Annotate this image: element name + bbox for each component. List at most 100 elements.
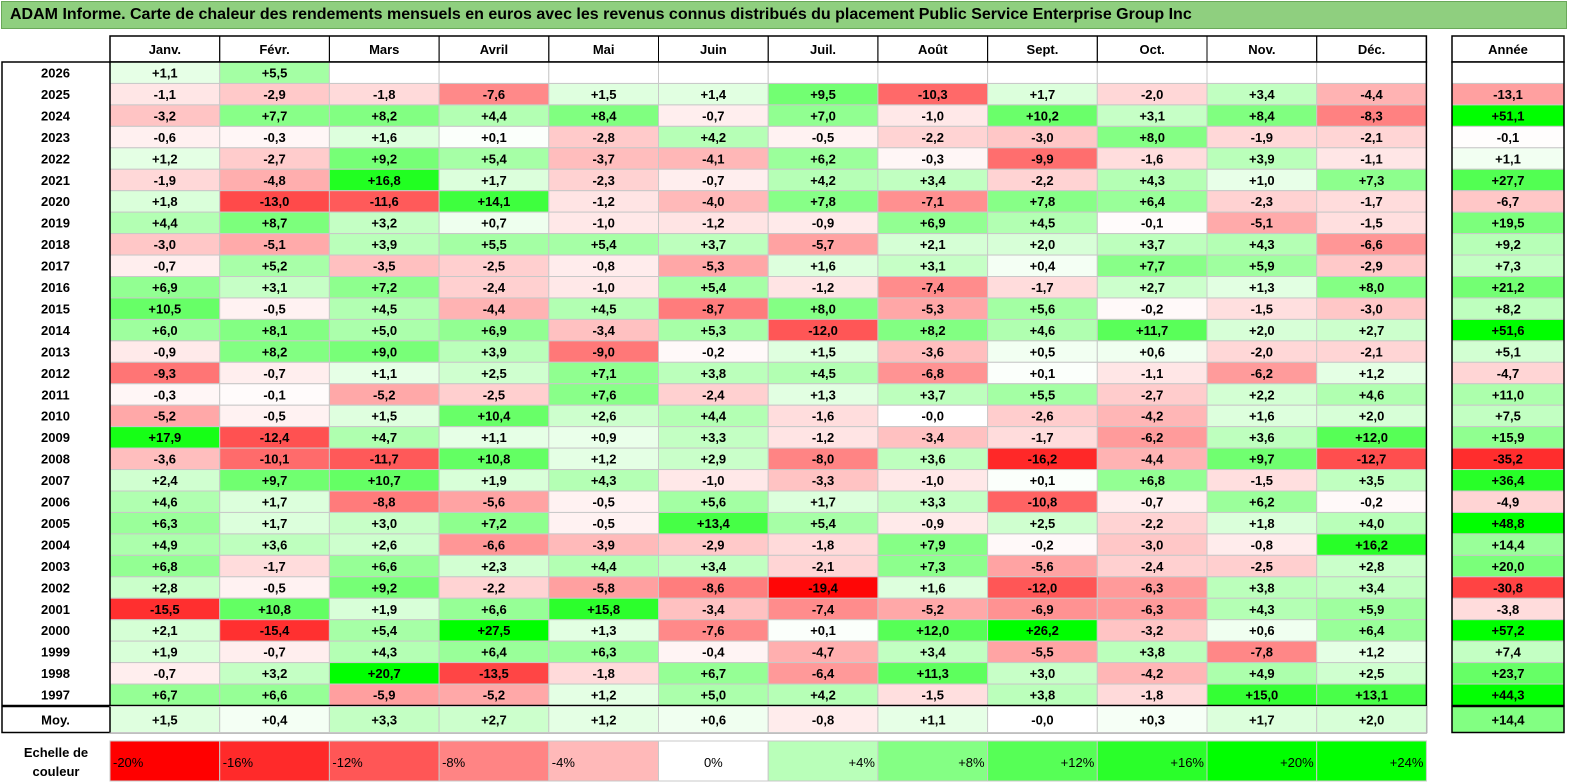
cell-value: +5,9 — [1359, 602, 1385, 617]
cell-value: +2,0 — [1359, 409, 1385, 424]
cell-value: -2,4 — [702, 387, 725, 402]
cell-value: -5,5 — [1031, 645, 1053, 660]
cell-value: +6,8 — [1139, 473, 1165, 488]
cell-value: +7,8 — [1030, 194, 1056, 209]
average-cell — [109, 706, 221, 733]
annual-value: +1,1 — [1495, 151, 1521, 166]
cell-value: +10,4 — [477, 409, 511, 424]
cell-value: +1,6 — [1249, 409, 1275, 424]
average-annual-value: +14,4 — [1492, 713, 1526, 728]
year-label: 2003 — [41, 559, 70, 574]
cell-value: +5,5 — [262, 66, 288, 81]
cell-value: +5,9 — [1249, 259, 1275, 274]
cell-value: +6,3 — [591, 645, 617, 660]
cell-value: -1,0 — [592, 216, 614, 231]
cell-value: -1,2 — [592, 194, 614, 209]
cell-value: -5,2 — [373, 387, 395, 402]
cell-value: -0,5 — [812, 130, 834, 145]
average-value: +0,3 — [1139, 713, 1165, 728]
cell-value: +4,3 — [1249, 602, 1275, 617]
cell-value: +2,1 — [920, 237, 946, 252]
year-label: 2008 — [41, 452, 70, 467]
cell-value: +6,9 — [920, 216, 946, 231]
cell-value: +3,7 — [1139, 237, 1165, 252]
annual-value: +9,2 — [1495, 237, 1521, 252]
year-label: 2022 — [41, 151, 70, 166]
annual-value: +57,2 — [1492, 623, 1525, 638]
cell-value: +4,7 — [371, 430, 397, 445]
cell-value: -1,0 — [702, 473, 724, 488]
annual-cell — [1451, 61, 1565, 84]
cell-value: -1,5 — [922, 688, 944, 703]
average-value: +2,0 — [1359, 713, 1385, 728]
average-value: -0,0 — [1031, 713, 1053, 728]
cell-value: -11,7 — [370, 452, 399, 467]
cell-value: -12,7 — [1357, 452, 1387, 467]
cell-value: +3,1 — [920, 259, 946, 274]
cell-value: -3,0 — [1141, 537, 1163, 552]
cell-value: +3,8 — [1249, 580, 1275, 595]
cell-value: -4,4 — [483, 301, 506, 316]
cell-value: +2,4 — [152, 473, 178, 488]
cell-value: -5,7 — [812, 237, 834, 252]
cell-value: -0,9 — [812, 216, 834, 231]
cell-value: -0,3 — [922, 151, 944, 166]
cell-value: -0,3 — [263, 130, 285, 145]
cell-value: -2,4 — [483, 280, 506, 295]
cell-value: +11,3 — [917, 666, 949, 681]
cell-value: +4,5 — [1030, 216, 1056, 231]
annual-value: -30,8 — [1493, 580, 1523, 595]
cell-value: -5,9 — [373, 688, 395, 703]
cell-value: +1,2 — [1359, 645, 1385, 660]
cell-value: +1,7 — [481, 173, 507, 188]
annual-value: +7,3 — [1495, 259, 1521, 274]
cell-value: +10,8 — [477, 452, 510, 467]
cell-value: +3,8 — [701, 366, 727, 381]
color-scale-stop-label: -20% — [113, 755, 144, 770]
annual-value: -35,2 — [1493, 452, 1523, 467]
average-cell — [1316, 706, 1427, 733]
cell-value: -0,0 — [922, 409, 944, 424]
cell-value: +3,8 — [1030, 688, 1056, 703]
cell-value: -0,9 — [922, 516, 944, 531]
cell-value: +4,3 — [591, 473, 617, 488]
cell-value: +1,2 — [591, 452, 617, 467]
cell-value: +6,6 — [481, 602, 507, 617]
cell-value: +6,9 — [481, 323, 507, 338]
average-annual-cell — [1451, 705, 1565, 734]
month-label: Janv. — [149, 42, 181, 57]
cell-value: +7,3 — [920, 559, 946, 574]
cell-value: -0,5 — [592, 495, 614, 510]
year-label: 2007 — [41, 473, 70, 488]
cell-value: -2,1 — [1360, 130, 1382, 145]
cell-value: -1,2 — [702, 216, 724, 231]
cell-value: -0,5 — [263, 409, 285, 424]
cell-value: +8,1 — [262, 323, 288, 338]
color-scale-label-line1: Echelle de — [24, 745, 88, 760]
annual-value: -4,9 — [1497, 495, 1519, 510]
cell-value: +0,1 — [481, 130, 507, 145]
cell-value: +1,1 — [481, 430, 507, 445]
cell-value: +5,4 — [481, 151, 507, 166]
cell-value: -0,6 — [154, 130, 176, 145]
cell-value: -9,3 — [154, 366, 176, 381]
annual-value: +21,2 — [1492, 280, 1525, 295]
color-scale-stop-label: -16% — [223, 755, 254, 770]
average-cell — [767, 706, 879, 733]
cell-value: -0,3 — [154, 387, 176, 402]
month-label: Juin — [700, 42, 727, 57]
average-value: +1,1 — [920, 713, 946, 728]
cell-value: -0,7 — [154, 666, 176, 681]
cell-value: +1,1 — [371, 366, 397, 381]
cell-value: -7,4 — [812, 602, 835, 617]
cell-value: -3,4 — [922, 430, 945, 445]
cell-value: -8,3 — [1360, 108, 1382, 123]
year-label: 2002 — [41, 580, 70, 595]
cell-value: -2,2 — [483, 580, 505, 595]
heatmap-cell — [658, 61, 769, 84]
cell-value: +1,1 — [152, 66, 178, 81]
cell-value: +3,6 — [262, 537, 288, 552]
annual-header-label: Année — [1488, 42, 1528, 57]
cell-value: +4,3 — [371, 645, 397, 660]
month-label: Avril — [480, 42, 508, 57]
